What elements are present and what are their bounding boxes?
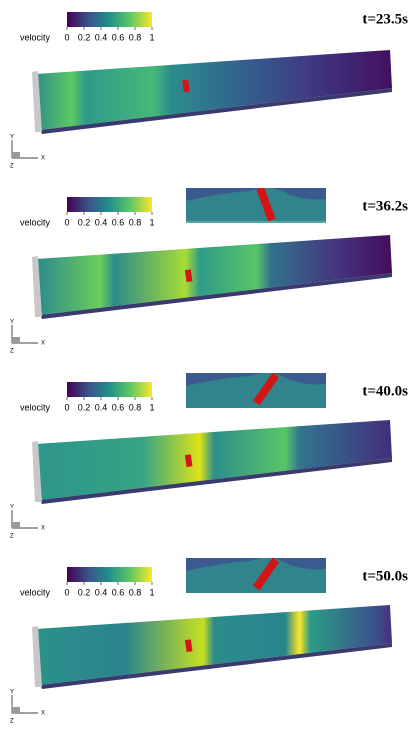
triad-z-label: Z bbox=[10, 534, 14, 540]
triad-x-label: X bbox=[41, 156, 45, 162]
triad-box bbox=[12, 152, 20, 158]
inset-block bbox=[252, 557, 280, 591]
slab-side bbox=[40, 273, 392, 319]
triad-x-label: X bbox=[41, 526, 45, 532]
triad-z-label: Z bbox=[10, 164, 14, 170]
slab-side bbox=[40, 88, 392, 134]
colorbar-tick-label: 0 bbox=[64, 217, 69, 227]
slab bbox=[36, 235, 392, 315]
inset-wave bbox=[186, 372, 326, 408]
wall bbox=[32, 256, 42, 317]
triad-y-label: Y bbox=[10, 135, 14, 141]
inset-top bbox=[186, 553, 326, 558]
colorbar-tick-label: 0.8 bbox=[129, 32, 142, 42]
colorbar-tick-label: 1 bbox=[149, 587, 154, 597]
slab-side bbox=[40, 458, 392, 504]
colorbar-label: velocity bbox=[20, 32, 51, 42]
colorbar bbox=[67, 567, 152, 582]
colorbar-tick-label: 1 bbox=[149, 217, 154, 227]
slab bbox=[36, 50, 392, 130]
colorbar-label: velocity bbox=[20, 402, 51, 412]
slab-side bbox=[40, 643, 392, 689]
slab bbox=[36, 420, 392, 500]
colorbar-tick-label: 0.8 bbox=[129, 217, 142, 227]
time-label: t=50.0s bbox=[362, 568, 408, 584]
colorbar-tick-label: 0 bbox=[64, 402, 69, 412]
colorbar-tick-label: 0.8 bbox=[129, 587, 142, 597]
colorbar-label: velocity bbox=[20, 217, 51, 227]
inset-top bbox=[186, 368, 326, 373]
colorbar-tick-label: 0.4 bbox=[95, 217, 108, 227]
triad-y-label: Y bbox=[10, 690, 14, 696]
body bbox=[184, 269, 193, 283]
inset-wave bbox=[186, 187, 326, 223]
colorbar-tick-label: 0 bbox=[64, 587, 69, 597]
colorbar-tick-label: 0.4 bbox=[95, 587, 108, 597]
panel: velocity 0 0.2 0.4 0.6 0.8 1 t=40.0s Y X Z bbox=[10, 368, 408, 540]
body bbox=[184, 454, 193, 468]
colorbar-tick-label: 0.2 bbox=[78, 217, 91, 227]
wall bbox=[32, 626, 42, 687]
colorbar-tick-label: 0.6 bbox=[112, 217, 125, 227]
panel: velocity 0 0.2 0.4 0.6 0.8 1 t=50.0s Y X Z bbox=[10, 553, 408, 725]
time-label: t=40.0s bbox=[362, 383, 408, 399]
triad-y-label: Y bbox=[10, 505, 14, 511]
triad-x-label: X bbox=[41, 341, 45, 347]
colorbar bbox=[67, 12, 152, 27]
colorbar-label: velocity bbox=[20, 587, 51, 597]
colorbar-tick-label: 0.2 bbox=[78, 587, 91, 597]
inset-top bbox=[186, 183, 326, 188]
colorbar-tick-label: 0.6 bbox=[112, 32, 125, 42]
colorbar-tick-label: 0 bbox=[64, 32, 69, 42]
wall bbox=[32, 441, 42, 502]
colorbar bbox=[67, 382, 152, 397]
panel: velocity 0 0.2 0.4 0.6 0.8 1 t=36.2s Y X Z bbox=[10, 183, 408, 355]
triad-box bbox=[12, 522, 20, 528]
time-label: t=23.5s bbox=[362, 11, 408, 27]
colorbar-tick-label: 0.2 bbox=[78, 402, 91, 412]
colorbar-tick-label: 1 bbox=[149, 402, 154, 412]
wall bbox=[32, 71, 42, 132]
colorbar-tick-label: 0.2 bbox=[78, 32, 91, 42]
triad-x-label: X bbox=[41, 711, 45, 717]
triad-z-label: Z bbox=[10, 719, 14, 725]
triad-z-label: Z bbox=[10, 349, 14, 355]
slab bbox=[36, 605, 392, 685]
triad-box bbox=[12, 707, 20, 713]
colorbar-tick-label: 0.4 bbox=[95, 32, 108, 42]
inset-block bbox=[252, 372, 280, 406]
time-label: t=36.2s bbox=[362, 198, 408, 214]
body bbox=[182, 79, 190, 93]
colorbar-tick-label: 0.8 bbox=[129, 402, 142, 412]
colorbar-tick-label: 0.4 bbox=[95, 402, 108, 412]
triad-y-label: Y bbox=[10, 320, 14, 326]
colorbar-tick-label: 0.6 bbox=[112, 587, 125, 597]
panel: velocity 0 0.2 0.4 0.6 0.8 1 t=23.5s Y X Z bbox=[10, 11, 408, 169]
colorbar bbox=[67, 197, 152, 212]
inset-block bbox=[256, 186, 276, 222]
body bbox=[184, 639, 193, 653]
colorbar-tick-label: 1 bbox=[149, 32, 154, 42]
triad-box bbox=[12, 337, 20, 343]
inset-wave bbox=[186, 557, 326, 593]
colorbar-tick-label: 0.6 bbox=[112, 402, 125, 412]
